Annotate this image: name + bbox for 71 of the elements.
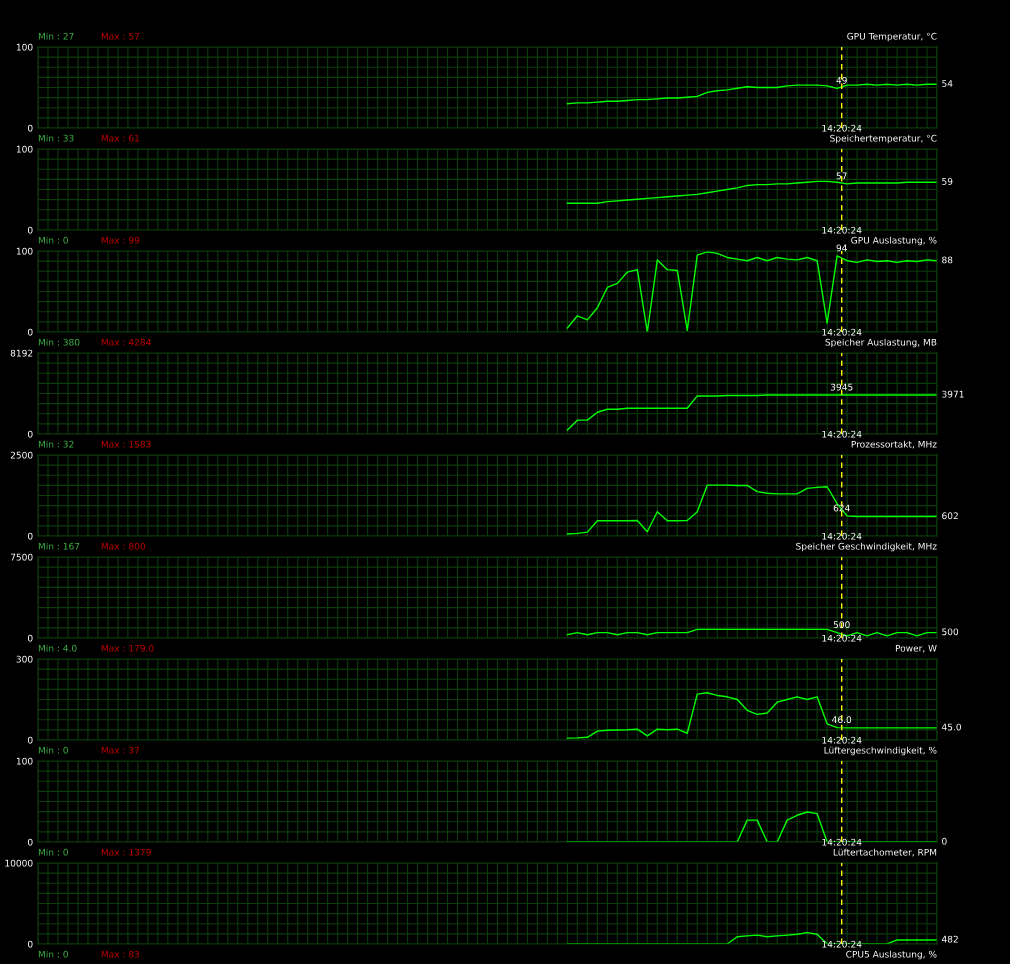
annotation: 57 (836, 172, 847, 180)
y-tick-label: 0 (27, 634, 33, 642)
annotation: 14:20:24 (822, 634, 862, 642)
annotation: 14:20:24 (822, 736, 862, 744)
text: Min : 4.0 (38, 644, 77, 652)
text: 54 (942, 80, 953, 87)
y-tick-label: 100 (16, 145, 33, 153)
y-tick-label: 8192 (10, 349, 33, 357)
text: 45.0 (941, 723, 961, 731)
y-tick-label: 0 (27, 328, 33, 336)
chart-title: Lüftergeschwindigkeit, % (824, 746, 937, 756)
text: Max : 61 (101, 134, 140, 142)
text: 88 (942, 256, 953, 264)
annotation: 3945 (830, 383, 853, 391)
y-tick-label: 0 (27, 736, 33, 744)
annotation: 46.0 (832, 716, 852, 724)
text: 500 (942, 628, 959, 636)
annotation: 14:20:24 (822, 328, 862, 336)
y-tick-label: 0 (27, 532, 33, 540)
text: Min : 0 (38, 848, 68, 856)
text: 3971 (942, 390, 964, 398)
annotation: 14:20:24 (822, 532, 862, 540)
annotation: 14:20:24 (822, 940, 862, 948)
annotation: 14:20:24 (822, 226, 862, 234)
text: Max : 1379 (101, 848, 151, 856)
y-tick-label: 0 (27, 940, 33, 948)
y-tick-label: 10000 (5, 859, 33, 867)
text: Min : 32 (38, 440, 74, 448)
y-tick-label: 100 (16, 43, 33, 51)
text: Min : 0 (38, 950, 68, 958)
text: Max : 37 (101, 746, 140, 754)
y-tick-label: 100 (16, 757, 33, 765)
chart-title: GPU Temperatur, °C (847, 32, 937, 42)
chart-title: Power, W (895, 644, 937, 653)
annotation: 14:20:24 (822, 124, 862, 132)
annotation: 94 (836, 244, 847, 252)
text: 0 (942, 837, 947, 845)
annotation: 49 (836, 76, 847, 84)
text: Max : 179.0 (101, 644, 154, 652)
y-tick-label: 7500 (10, 553, 33, 561)
text: Min : 33 (38, 134, 74, 142)
text: 482 (941, 935, 958, 943)
y-tick-label: 2500 (10, 451, 33, 459)
text: Min : 27 (38, 32, 74, 40)
chart-title: Prozessortakt, MHz (851, 440, 937, 449)
chart-title: Speichertemperatur, °C (830, 134, 937, 144)
annotation: 14:20:24 (822, 838, 862, 846)
annotation: 14:20:24 (822, 430, 862, 438)
chart-title: Speicher Auslastung, MB (825, 338, 937, 348)
text: Min : 380 (38, 338, 80, 346)
text: 602 (942, 512, 958, 520)
text: CPU5 Auslastung, % (846, 950, 937, 960)
chart-title: GPU Auslastung, % (851, 236, 937, 246)
y-tick-label: 300 (16, 655, 33, 663)
text: Max : 99 (101, 236, 140, 244)
text: Max : 800 (101, 542, 146, 550)
text: Max : 83 (101, 950, 140, 958)
text: 59 (942, 178, 953, 185)
y-tick-label: 100 (16, 247, 33, 255)
y-tick-label: 0 (27, 226, 33, 234)
text: Max : 1583 (101, 440, 151, 448)
y-tick-label: 0 (27, 430, 33, 438)
y-tick-label: 0 (27, 838, 33, 846)
text: Min : 0 (38, 746, 68, 754)
text: Min : 167 (38, 542, 80, 550)
y-tick-label: 0 (27, 124, 33, 132)
chart-title: Lüftertachometer, RPM (833, 848, 937, 857)
chart-title: Speicher Geschwindigkeit, MHz (796, 542, 937, 552)
text: Min : 0 (38, 236, 68, 244)
text: Max : 57 (101, 32, 140, 40)
text: Max : 4284 (101, 338, 151, 346)
